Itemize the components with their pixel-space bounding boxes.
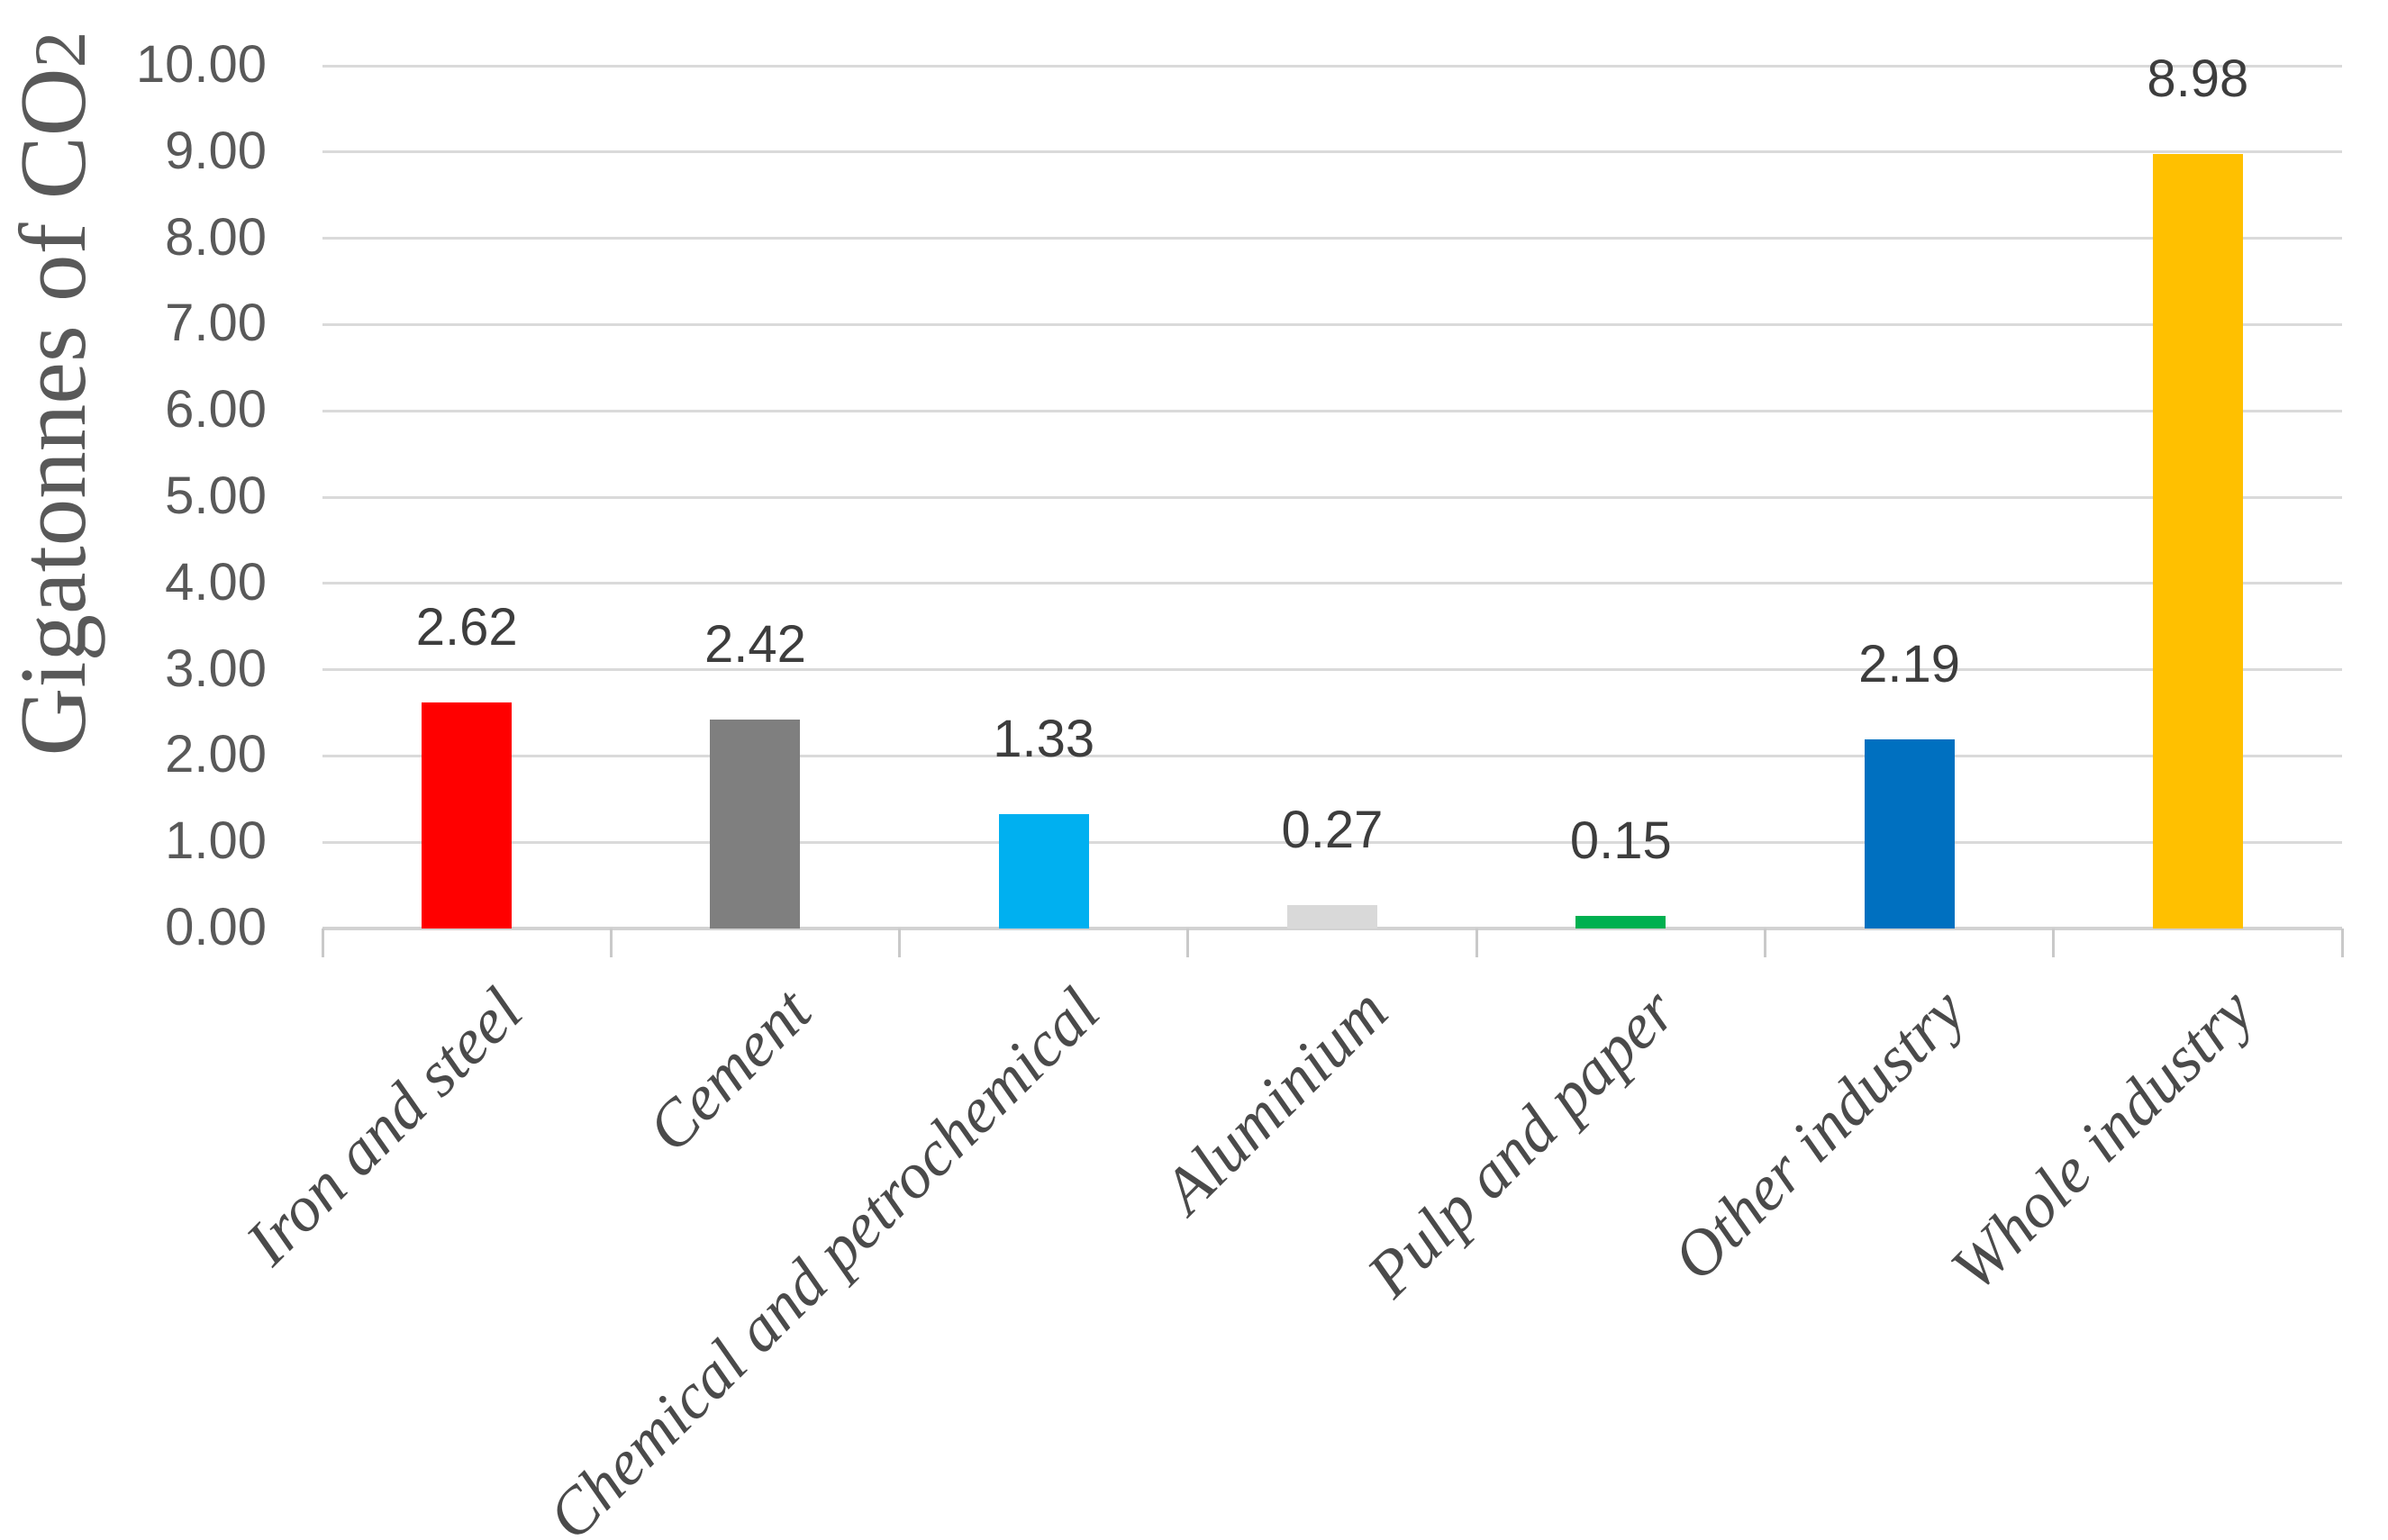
x-axis-tick-mark [2340,929,2344,957]
bar-whole-industry [2152,153,2243,929]
x-axis-tick-mark [609,929,613,957]
y-axis-tick-label: 7.00 [165,294,267,353]
y-axis-tick-label: 6.00 [165,380,267,439]
bar-value-label: 2.62 [415,598,518,657]
bar-value-label: 0.15 [1569,811,1672,870]
bar-value-label: 2.19 [1858,635,1960,694]
y-axis-tick-label: 10.00 [135,35,267,94]
bar-value-label: 1.33 [993,709,1095,768]
bar-iron-and-steel [422,702,513,929]
y-axis-tick-label: 9.00 [165,121,267,180]
y-axis-tick-label: 4.00 [165,552,267,611]
gridline [322,409,2342,412]
x-axis-tick-mark [1186,929,1190,957]
x-category-label: Pulp and paper [1353,974,1690,1311]
x-category-label: Cement [632,974,825,1166]
gridline [322,668,2342,672]
gridline [322,64,2342,68]
gridline [322,237,2342,240]
gridline [322,754,2342,757]
y-axis-tick-label: 5.00 [165,467,267,525]
x-axis-tick-mark [1475,929,1478,957]
x-axis-tick-mark [321,929,324,957]
x-axis-line [322,927,2342,930]
x-axis-tick-mark [898,929,902,957]
bar-cement [710,720,801,929]
plot-area: 2.62 2.42 1.33 0.27 0.15 2.19 8.98 [321,50,2344,957]
x-category-label: Aluminium [1149,974,1402,1227]
bar-value-label: 2.42 [704,615,806,675]
y-axis-tick-label: 0.00 [165,898,267,956]
x-category-label: Iron and steel [232,974,536,1279]
gridline [322,150,2342,154]
bar-value-label: 0.27 [1281,801,1384,860]
y-axis-tick-label: 3.00 [165,639,267,698]
x-category-label: Whole industry [1937,974,2267,1305]
gridline [322,322,2342,326]
bar-other-industry [1864,739,1955,929]
y-axis-tick-label: 1.00 [165,811,267,871]
x-category-label: Chemical and petrochemical [533,974,1113,1540]
bar-aluminium [1287,905,1377,929]
bar-chemical-and-petrochemical [998,813,1089,929]
x-axis-tick-mark [2052,929,2056,957]
gridline [322,840,2342,844]
bar-value-label: 8.98 [2147,49,2249,108]
y-axis-tick-label: 8.00 [165,207,267,267]
gridline [322,495,2342,499]
x-axis-tick-mark [1763,929,1766,957]
x-category-label: Other industry [1658,974,1979,1294]
bar-pulp-and-paper [1575,915,1666,929]
y-axis-tick-label: 2.00 [165,725,267,784]
gridline [322,582,2342,585]
